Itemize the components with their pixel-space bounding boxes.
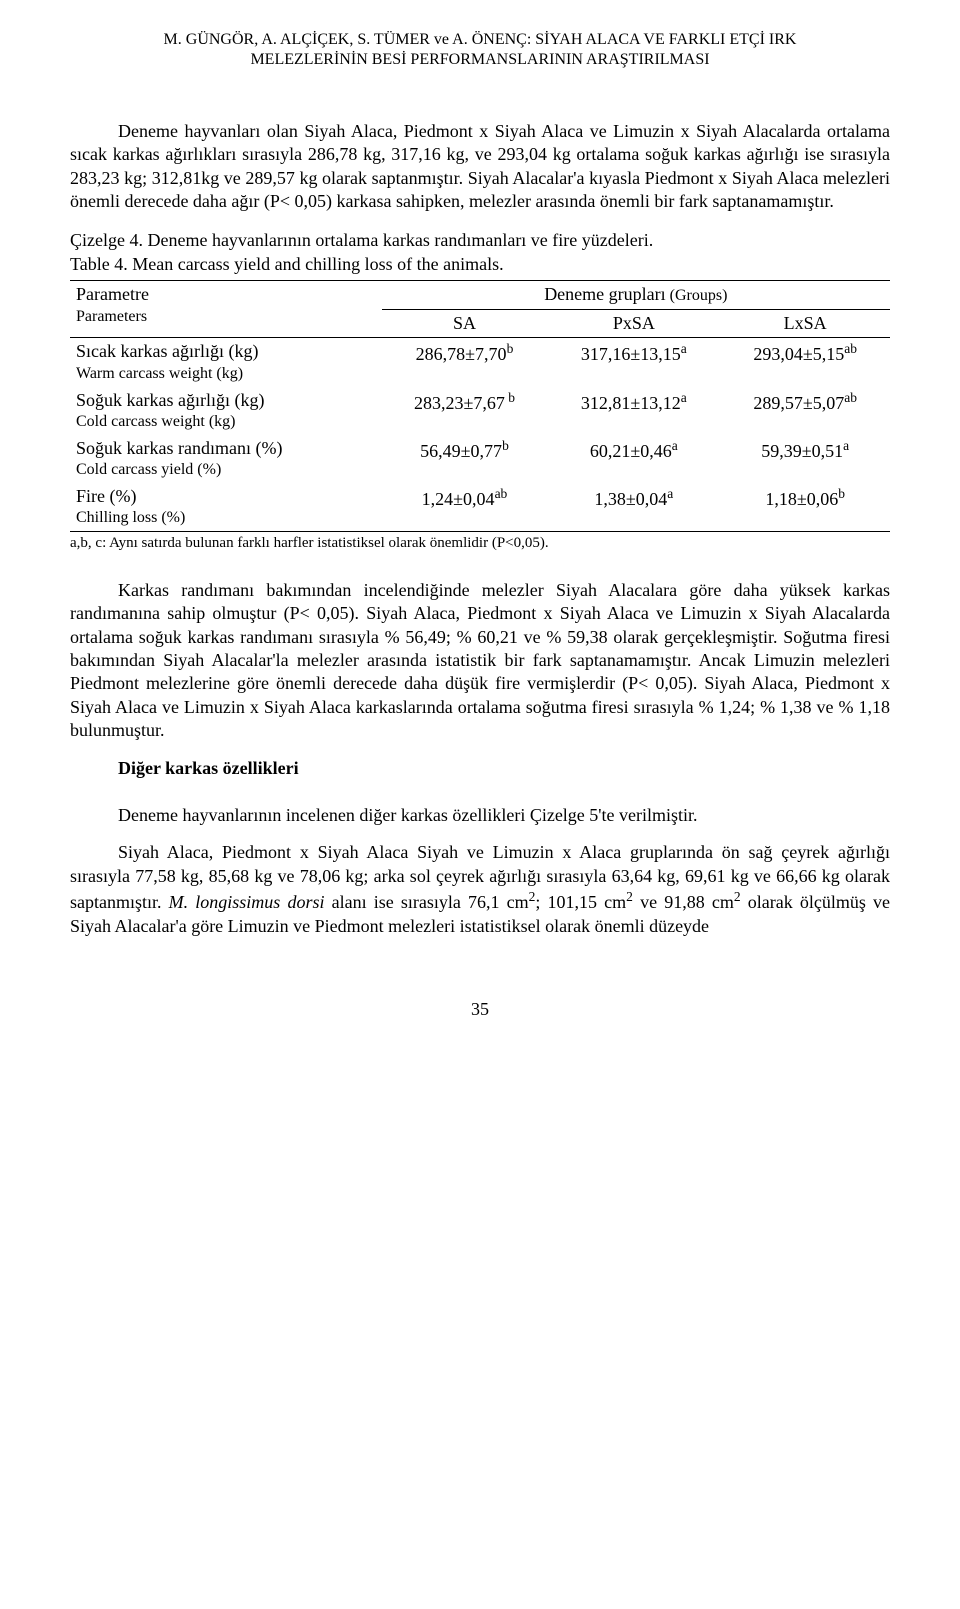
- cell-val: 286,78±7,70: [416, 344, 507, 364]
- cell-sup: a: [843, 438, 849, 453]
- table4-row2-label: Soğuk karkas randımanı (%) Cold carcass …: [70, 435, 382, 483]
- row-label-sub: Chilling loss (%): [76, 508, 376, 529]
- table4: Parametre Parameters Deneme grupları (Gr…: [70, 280, 890, 532]
- cell-val: 317,16±13,15: [581, 344, 681, 364]
- cell: 317,16±13,15a: [547, 338, 720, 387]
- cell-val: 56,49±0,77: [420, 441, 502, 461]
- cell-sup: ab: [495, 486, 508, 501]
- para4-italic: M. longissimus dorsi: [169, 892, 325, 912]
- table-row: Soğuk karkas randımanı (%) Cold carcass …: [70, 435, 890, 483]
- table4-col-pxsa-head: PxSA: [547, 309, 720, 337]
- cell: 289,57±5,07ab: [720, 387, 890, 435]
- table4-title-tr: Çizelge 4. Deneme hayvanlarının ortalama…: [70, 228, 890, 252]
- cell-val: 1,24±0,04: [422, 489, 495, 509]
- table-row: Soğuk karkas ağırlığı (kg) Cold carcass …: [70, 387, 890, 435]
- cell: 283,23±7,67 b: [382, 387, 548, 435]
- cell-sup: a: [672, 438, 678, 453]
- row-label: Fire (%): [76, 486, 136, 506]
- row-label-sub: Warm carcass weight (kg): [76, 364, 376, 385]
- para4-sup2: 2: [626, 889, 633, 904]
- table4-head-param-sub: Parameters: [76, 307, 376, 328]
- para4-post-c: ve 91,88 cm: [633, 892, 734, 912]
- paragraph-1: Deneme hayvanları olan Siyah Alaca, Pied…: [70, 120, 890, 214]
- cell: 1,18±0,06b: [720, 483, 890, 532]
- running-head-line1: M. GÜNGÖR, A. ALÇİÇEK, S. TÜMER ve A. ÖN…: [164, 31, 797, 48]
- row-label: Sıcak karkas ağırlığı (kg): [76, 341, 258, 361]
- paragraph-3: Deneme hayvanlarının incelenen diğer kar…: [70, 804, 890, 827]
- cell-val: 59,39±0,51: [761, 441, 843, 461]
- table4-note: a,b, c: Aynı satırda bulunan farklı harf…: [70, 534, 890, 553]
- cell-val: 312,81±13,12: [581, 393, 681, 413]
- row-label-sub: Cold carcass yield (%): [76, 460, 376, 481]
- table4-title-en: Table 4. Mean carcass yield and chilling…: [70, 252, 890, 276]
- cell-sup: b: [507, 341, 514, 356]
- table4-head-groups-main: Deneme grupları: [544, 284, 665, 304]
- table-row: Sıcak karkas ağırlığı (kg) Warm carcass …: [70, 338, 890, 387]
- page-number: 35: [70, 998, 890, 1021]
- para4-post-a: alanı ise sırasıyla 76,1 cm: [324, 892, 528, 912]
- cell: 286,78±7,70b: [382, 338, 548, 387]
- cell: 56,49±0,77b: [382, 435, 548, 483]
- cell-val: 289,57±5,07: [753, 393, 844, 413]
- cell: 1,38±0,04a: [547, 483, 720, 532]
- table4-head-param: Parametre Parameters: [70, 281, 382, 338]
- cell-sup: ab: [844, 390, 857, 405]
- cell-val: 283,23±7,67: [414, 393, 505, 413]
- cell: 293,04±5,15ab: [720, 338, 890, 387]
- table4-row3-label: Fire (%) Chilling loss (%): [70, 483, 382, 532]
- table4-col-lxsa-head: LxSA: [720, 309, 890, 337]
- row-label: Soğuk karkas ağırlığı (kg): [76, 390, 264, 410]
- cell-sup: a: [667, 486, 673, 501]
- running-head-line2: MELEZLERİNİN BESİ PERFORMANSLARININ ARAŞ…: [250, 51, 709, 68]
- cell-val: 1,18±0,06: [765, 489, 838, 509]
- cell-sup: a: [681, 341, 687, 356]
- cell: 312,81±13,12a: [547, 387, 720, 435]
- section-head-other: Diğer karkas özellikleri: [70, 757, 890, 780]
- cell-sup: b: [838, 486, 845, 501]
- cell-sup: b: [505, 390, 515, 405]
- table-row: Fire (%) Chilling loss (%) 1,24±0,04ab 1…: [70, 483, 890, 532]
- cell: 1,24±0,04ab: [382, 483, 548, 532]
- row-label-sub: Cold carcass weight (kg): [76, 412, 376, 433]
- para4-post-b: ; 101,15 cm: [535, 892, 626, 912]
- table4-head-groups: Deneme grupları (Groups): [382, 281, 890, 310]
- table4-row1-label: Soğuk karkas ağırlığı (kg) Cold carcass …: [70, 387, 382, 435]
- cell-val: 293,04±5,15: [753, 344, 844, 364]
- cell: 60,21±0,46a: [547, 435, 720, 483]
- table4-col-sa-head: SA: [382, 309, 548, 337]
- para4-sup3: 2: [734, 889, 741, 904]
- paragraph-4: Siyah Alaca, Piedmont x Siyah Alaca Siya…: [70, 841, 890, 938]
- table4-head-param-main: Parametre: [76, 284, 149, 304]
- cell-val: 60,21±0,46: [590, 441, 672, 461]
- cell-val: 1,38±0,04: [594, 489, 667, 509]
- row-label: Soğuk karkas randımanı (%): [76, 438, 282, 458]
- paragraph-2: Karkas randımanı bakımından incelendiğin…: [70, 579, 890, 743]
- running-head: M. GÜNGÖR, A. ALÇİÇEK, S. TÜMER ve A. ÖN…: [70, 30, 890, 70]
- table4-head-groups-note: (Groups): [666, 287, 728, 304]
- cell-sup: b: [502, 438, 509, 453]
- cell: 59,39±0,51a: [720, 435, 890, 483]
- cell-sup: ab: [844, 341, 857, 356]
- table4-row0-label: Sıcak karkas ağırlığı (kg) Warm carcass …: [70, 338, 382, 387]
- cell-sup: a: [681, 390, 687, 405]
